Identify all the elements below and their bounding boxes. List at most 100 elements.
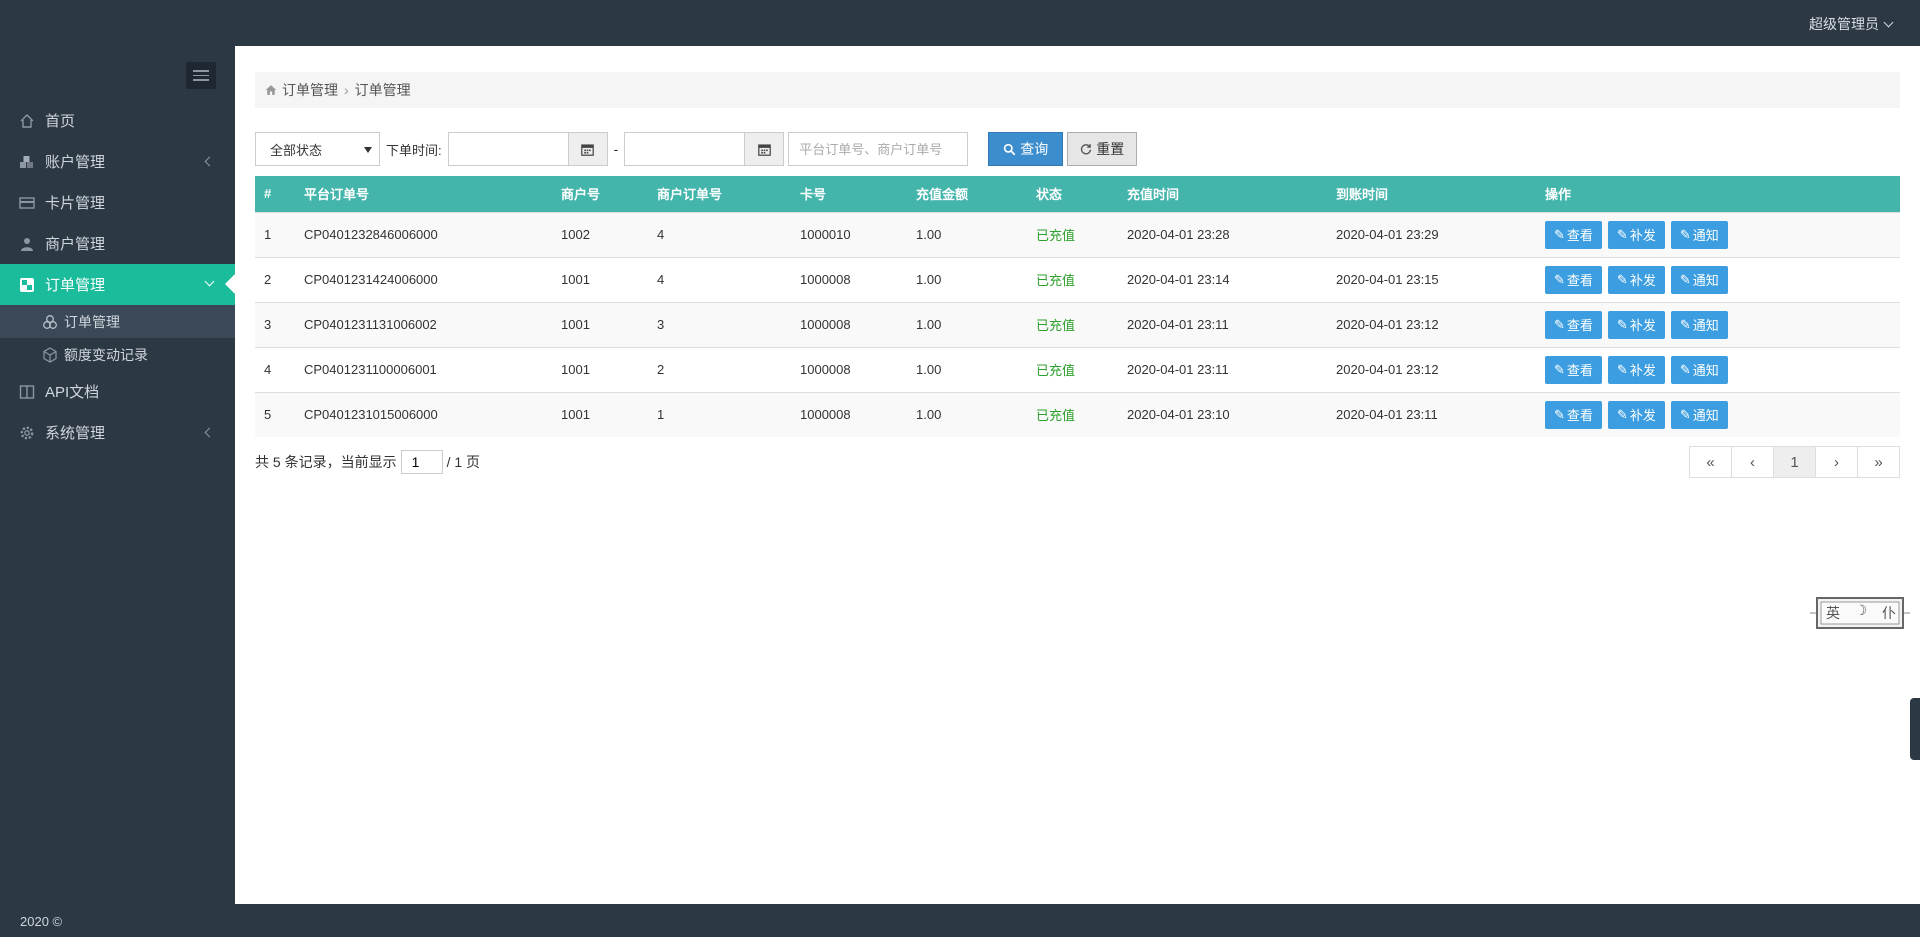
cell-actions: ✎ 查看 ✎ 补发 ✎ 通知 <box>1536 256 1900 302</box>
notify-button[interactable]: ✎ 通知 <box>1670 310 1728 339</box>
ime-toolbar[interactable]: 英 ☽ 仆 <box>1810 594 1910 632</box>
moon-icon[interactable]: ☽ <box>1854 603 1868 619</box>
resend-button[interactable]: ✎ 补发 <box>1607 220 1665 249</box>
search-button[interactable]: 查询 <box>988 132 1064 166</box>
reset-button[interactable]: 重置 <box>1067 132 1138 166</box>
orders-table: # 平台订单号 商户号 商户订单号 卡号 充值金额 状态 充值时间 到账时间 操… <box>255 176 1900 437</box>
filter-bar: 全部状态 下单时间: - 查询 <box>255 132 1138 166</box>
sidebar-item-home[interactable]: 首页 <box>0 100 235 141</box>
start-date-input[interactable] <box>447 132 568 166</box>
cell-merchant-no: 1001 <box>552 256 648 302</box>
edit-icon: ✎ <box>1616 361 1628 377</box>
edit-icon: ✎ <box>1679 406 1691 422</box>
sidebar-item-cards[interactable]: 卡片管理 <box>0 182 235 223</box>
footer-copyright: 2020 © <box>20 914 63 929</box>
cell-card-no: 1000008 <box>791 256 907 302</box>
sidebar-item-merchants[interactable]: 商户管理 <box>0 223 235 264</box>
end-date-picker-button[interactable] <box>744 132 785 166</box>
cell-index: 3 <box>255 301 295 347</box>
side-drawer-handle[interactable] <box>1910 698 1920 760</box>
resend-button[interactable]: ✎ 补发 <box>1607 265 1665 294</box>
cell-card-no: 1000008 <box>791 301 907 347</box>
last-page-button[interactable]: » <box>1857 446 1900 478</box>
current-page-input[interactable] <box>400 450 443 474</box>
pagination: « ‹ 1 › » <box>1689 446 1900 478</box>
ime-toolbar-frame <box>1810 597 1910 629</box>
home-icon <box>265 84 277 96</box>
edit-icon: ✎ <box>1554 406 1565 422</box>
sidebar: 首页 账户管理 卡片管理 商户管理 订单管理 <box>0 46 235 904</box>
resend-button[interactable]: ✎ 补发 <box>1607 310 1665 339</box>
notify-button[interactable]: ✎ 通知 <box>1670 265 1728 294</box>
cell-merchant-order-no: 2 <box>648 346 791 392</box>
keyword-search-input[interactable] <box>788 132 969 166</box>
main-content: 订单管理 › 订单管理 全部状态 下单时间: - <box>235 46 1920 904</box>
cell-card-no: 1000010 <box>791 211 907 257</box>
notify-button-label: 通知 <box>1692 408 1719 424</box>
cell-recharge-time: 2020-04-01 23:14 <box>1118 256 1327 302</box>
column-header-arrival-time: 到账时间 <box>1327 176 1536 212</box>
sidebar-item-label: 系统管理 <box>45 425 106 442</box>
page-number-button[interactable]: 1 <box>1773 446 1816 478</box>
caret-down-icon <box>364 147 372 153</box>
table-row: 1 CP0401232846006000 1002 4 1000010 1.00… <box>255 211 1900 257</box>
cell-merchant-order-no: 3 <box>648 301 791 347</box>
view-button[interactable]: ✎ 查看 <box>1545 310 1602 339</box>
view-button-label: 查看 <box>1566 318 1593 333</box>
sidebar-subitem-orders[interactable]: 订单管理 <box>0 305 235 338</box>
edit-icon: ✎ <box>1616 271 1628 287</box>
sidebar-item-label: 卡片管理 <box>45 195 106 212</box>
notify-button-label: 通知 <box>1692 228 1719 243</box>
sidebar-item-orders[interactable]: 订单管理 <box>0 264 235 305</box>
view-button-label: 查看 <box>1566 363 1593 378</box>
cell-index: 5 <box>255 391 295 437</box>
column-header-amount: 充值金额 <box>907 176 1027 212</box>
sidebar-item-system[interactable]: 系统管理 <box>0 412 235 453</box>
column-header-merchant-no: 商户号 <box>552 176 648 212</box>
cell-arrival-time: 2020-04-01 23:11 <box>1327 391 1536 437</box>
cell-card-no: 1000008 <box>791 391 907 437</box>
status-select[interactable]: 全部状态 <box>255 132 380 166</box>
cell-index: 2 <box>255 256 295 302</box>
resend-button[interactable]: ✎ 补发 <box>1607 355 1665 384</box>
view-button[interactable]: ✎ 查看 <box>1545 265 1602 294</box>
cell-arrival-time: 2020-04-01 23:12 <box>1327 346 1536 392</box>
sidebar-toggle-button[interactable] <box>186 62 216 89</box>
breadcrumb-root[interactable]: 订单管理 <box>282 82 338 98</box>
sidebar-subitem-label: 订单管理 <box>64 313 120 330</box>
column-header-index: # <box>255 176 295 212</box>
view-button-label: 查看 <box>1566 408 1593 424</box>
cell-recharge-time: 2020-04-01 23:28 <box>1118 211 1327 257</box>
view-button[interactable]: ✎ 查看 <box>1545 355 1602 384</box>
start-date-picker-button[interactable] <box>567 132 608 166</box>
cubes-icon <box>42 314 58 330</box>
end-date-input[interactable] <box>624 132 745 166</box>
resend-button[interactable]: ✎ 补发 <box>1607 400 1665 429</box>
chevron-down-icon <box>204 276 215 287</box>
user-menu[interactable]: 超级管理员 <box>1809 14 1894 34</box>
ime-mode-toggle[interactable]: 仆 <box>1882 606 1896 622</box>
view-button[interactable]: ✎ 查看 <box>1545 400 1602 429</box>
first-page-button[interactable]: « <box>1689 446 1732 478</box>
prev-page-button[interactable]: ‹ <box>1731 446 1774 478</box>
view-button[interactable]: ✎ 查看 <box>1545 220 1602 249</box>
notify-button[interactable]: ✎ 通知 <box>1670 400 1728 429</box>
notify-button[interactable]: ✎ 通知 <box>1670 355 1728 384</box>
search-button-label: 查询 <box>1020 141 1049 157</box>
cell-merchant-no: 1001 <box>552 346 648 392</box>
next-page-button[interactable]: › <box>1815 446 1858 478</box>
sidebar-item-accounts[interactable]: 账户管理 <box>0 141 235 182</box>
cell-merchant-order-no: 1 <box>648 391 791 437</box>
book-icon <box>18 383 36 401</box>
edit-icon: ✎ <box>1679 316 1691 332</box>
sidebar-subitem-quota-log[interactable]: 额度变动记录 <box>0 338 235 371</box>
cell-status: 已充值 <box>1027 346 1118 392</box>
edit-icon: ✎ <box>1554 361 1565 377</box>
table-header-row: # 平台订单号 商户号 商户订单号 卡号 充值金额 状态 充值时间 到账时间 操… <box>255 176 1900 212</box>
calendar-icon <box>758 143 771 156</box>
notify-button[interactable]: ✎ 通知 <box>1670 220 1728 249</box>
cell-merchant-order-no: 4 <box>648 256 791 302</box>
resend-button-label: 补发 <box>1629 318 1656 333</box>
sidebar-item-api-docs[interactable]: API文档 <box>0 371 235 412</box>
ime-language-toggle[interactable]: 英 <box>1826 606 1840 622</box>
